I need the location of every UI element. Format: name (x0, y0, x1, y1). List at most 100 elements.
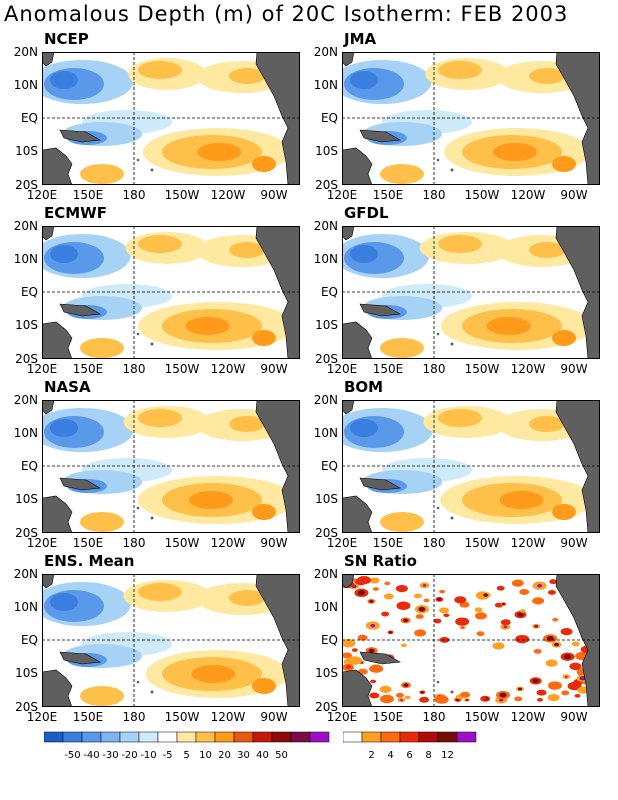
y-tick-label: 10N (313, 600, 338, 614)
x-tick-label: 180 (422, 710, 446, 724)
map-frame (42, 52, 300, 185)
sn-blob (499, 692, 507, 698)
legend-label: -50 (64, 750, 80, 761)
anomaly-blob (552, 504, 576, 520)
landmass-australia (342, 669, 373, 707)
landmass-asia (342, 226, 355, 241)
legend-swatch (456, 731, 477, 743)
map-panel-ens-mean: ENS. Mean 20N 10N EQ 10S 20S 120E 150E 180 150W 12… (14, 552, 300, 724)
x-tick-label: 150W (464, 536, 500, 550)
sn-blob (537, 583, 543, 588)
legend-swatch (195, 731, 216, 743)
anomaly-blob (80, 338, 124, 358)
anomaly-blob (50, 419, 78, 437)
island (436, 332, 440, 336)
sn-blob (474, 607, 483, 613)
legend-swatch (290, 731, 311, 743)
sn-blob (547, 693, 560, 702)
map-frame (342, 400, 600, 533)
anomaly-blob (138, 235, 182, 253)
sn-blob (414, 629, 427, 637)
sn-blob (400, 643, 407, 648)
legend-swatch (62, 731, 83, 743)
anomaly-blob (438, 409, 482, 427)
sn-blob (400, 698, 403, 701)
sn-blob (420, 691, 424, 694)
panel-title: JMA (344, 30, 377, 48)
map-frame (342, 52, 600, 185)
legend-label: -30 (102, 750, 118, 761)
x-tick-label: 120E (326, 536, 358, 550)
y-tick-label: 10N (313, 426, 338, 440)
island (150, 342, 154, 346)
map-panel-sn-ratio: SN Ratio 20N 10N EQ 10S 20S 120E 150E 180 150W 120… (314, 552, 600, 724)
map-frame (42, 226, 300, 359)
legend-swatch (214, 731, 235, 743)
sn-blob (480, 696, 487, 701)
legend-swatch (309, 731, 330, 743)
x-tick-label: 150E (372, 362, 404, 376)
x-tick-label: 180 (422, 362, 446, 376)
sn-blob (413, 593, 422, 599)
map-canvas (342, 52, 600, 185)
island (450, 342, 454, 346)
y-tick-label: 20S (15, 700, 38, 714)
x-tick-label: 150E (72, 536, 104, 550)
landmass-asia (342, 400, 355, 415)
island (136, 158, 140, 162)
landmass-new-guinea (359, 129, 401, 143)
legend-label: 2 (368, 750, 374, 761)
x-tick-label: 150E (72, 188, 104, 202)
x-tick-label: 150W (164, 536, 200, 550)
anomaly-blob (252, 330, 276, 346)
sn-blob (357, 634, 368, 641)
y-tick-label: 20N (13, 219, 38, 233)
legend-swatch (399, 731, 420, 743)
map-canvas (342, 574, 600, 707)
y-tick-label: 20N (13, 393, 38, 407)
island (450, 690, 454, 694)
y-tick-label: 20N (13, 567, 38, 581)
sn-blob (357, 590, 365, 596)
panel-title: NCEP (44, 30, 89, 48)
y-tick-label: 10N (313, 78, 338, 92)
y-tick-label: EQ (320, 285, 338, 299)
landmass-asia (42, 400, 55, 415)
legend-label: -20 (121, 750, 137, 761)
x-tick-label: 150E (372, 536, 404, 550)
panel-title: NASA (44, 378, 91, 396)
anomaly-blob (499, 491, 544, 509)
anomaly-blob (552, 156, 576, 172)
sn-blob (342, 652, 353, 659)
y-tick-label: 10N (13, 600, 38, 614)
sn-blob (567, 681, 582, 691)
x-tick-label: 120W (210, 188, 246, 202)
sn-blob (500, 619, 511, 626)
anomaly-blob (252, 504, 276, 520)
landmass-asia (42, 574, 55, 589)
sn-blob (379, 694, 394, 704)
legend-swatch (233, 731, 254, 743)
y-tick-label: EQ (20, 285, 38, 299)
sn-blob (437, 597, 442, 601)
island (150, 690, 154, 694)
anomaly-blob (529, 68, 565, 84)
y-tick-label: EQ (20, 111, 38, 125)
landmass-australia (342, 147, 373, 185)
x-tick-label: 180 (122, 362, 146, 376)
landmass-americas (555, 400, 600, 533)
x-tick-label: 120W (210, 536, 246, 550)
sn-blob (503, 625, 508, 629)
map-frame (42, 400, 300, 533)
y-tick-label: 10S (15, 492, 38, 506)
sn-blob (379, 685, 392, 693)
anomaly-blob (229, 416, 265, 432)
anomaly-blob (50, 245, 78, 263)
anomaly-blob (50, 593, 78, 611)
anomaly-blob (486, 317, 531, 335)
panel-title: ECMWF (44, 204, 107, 222)
map-canvas (342, 226, 600, 359)
sn-blob (351, 648, 358, 652)
landmass-australia (342, 495, 373, 533)
sn-blob (564, 654, 572, 660)
